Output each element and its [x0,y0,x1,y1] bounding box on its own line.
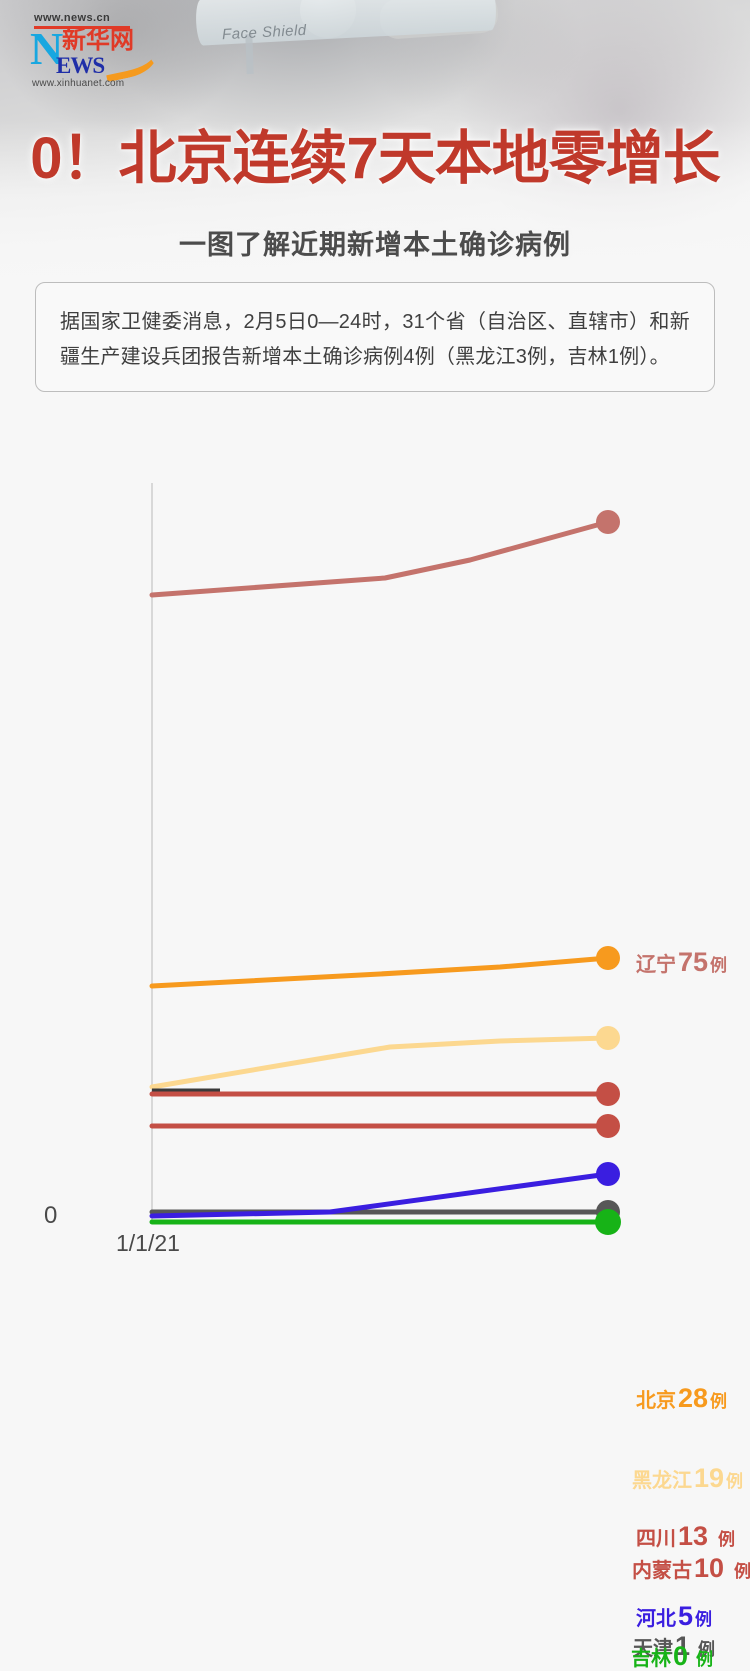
series-endpoint-liaoning [596,510,620,534]
y-axis-zero-label: 0 [44,1202,58,1229]
series-label-liaoning: 辽宁75 例 [636,949,727,976]
page-subtitle: 一图了解近期新增本土确诊病例 [179,230,571,260]
series-line-liaoning [149,519,611,598]
case-trend-line-chart: 辽宁75 例 北京28 例 黑龙江19 例 四川13 例 内蒙古10 例 河北5 例 天津1… [0,440,750,1670]
logo-url-top: www.news.cn [34,12,111,24]
page-title: 0！北京连续7天本地零增长 [30,126,721,191]
series-name-jilin: 吉林 [631,1648,671,1670]
series-unit-jilin: 例 [696,1650,714,1669]
series-name-hebei: 河北 [636,1608,676,1630]
series-value-liaoning: 75 [678,947,709,977]
series-label-heilongjiang: 黑龙江19 例 [632,1465,743,1492]
logo-url-bottom: www.xinhuanet.com [32,78,125,89]
series-unit-hebei: 例 [695,1610,713,1629]
series-value-jilin: 0 [673,1641,689,1671]
series-label-sichuan: 四川13 例 [636,1523,735,1550]
series-value-sichuan: 13 [678,1521,709,1551]
series-endpoint-jilin [595,1209,621,1235]
series-line-hebei [149,1171,611,1219]
series-value-hebei: 5 [678,1601,694,1631]
series-label-beijing: 北京28 例 [636,1385,727,1412]
series-label-jilin: 吉林0 例 [631,1643,713,1670]
series-endpoint-hebei [596,1162,620,1186]
series-unit-sichuan: 例 [718,1530,736,1549]
series-unit-liaoning: 例 [710,956,728,975]
series-label-neimenggu: 内蒙古10 例 [632,1555,750,1582]
series-line-beijing [149,955,611,989]
series-name-sichuan: 四川 [636,1528,676,1550]
series-endpoint-heilongjiang [596,1026,620,1050]
summary-card: 据国家卫健委消息，2月5日0—24时，31个省（自治区、直辖市）和新疆生产建设兵… [35,282,715,392]
hero-fade-overlay [0,120,750,300]
x-axis-start-label: 1/1/21 [116,1230,180,1256]
chart-svg [149,483,621,1235]
series-name-heilongjiang: 黑龙江 [632,1470,692,1492]
xinhuanet-logo[interactable]: www.news.cn N 新华网 EWS www.xinhuanet.com [26,12,160,90]
series-endpoint-neimenggu [596,1114,620,1138]
logo-red-bar [34,26,130,29]
series-value-beijing: 28 [678,1383,709,1413]
series-unit-heilongjiang: 例 [726,1472,744,1491]
series-label-hebei: 河北5 例 [636,1603,712,1630]
series-name-beijing: 北京 [636,1390,676,1412]
logo-letters-ews: EWS [56,53,105,78]
series-endpoint-sichuan [596,1082,620,1106]
logo-letter-n: N [30,23,64,74]
series-unit-neimenggu: 例 [734,1562,750,1581]
series-value-neimenggu: 10 [694,1553,725,1583]
series-name-liaoning: 辽宁 [636,954,676,976]
series-line-heilongjiang [149,1035,611,1090]
logo-chinese-name: 新华网 [62,27,134,54]
series-value-heilongjiang: 19 [694,1463,725,1493]
summary-text: 据国家卫健委消息，2月5日0—24时，31个省（自治区、直辖市）和新疆生产建设兵… [60,311,690,368]
series-endpoint-beijing [596,946,620,970]
series-name-neimenggu: 内蒙古 [632,1560,692,1582]
series-unit-beijing: 例 [710,1392,728,1411]
hero-photo-banner: Face Shield [0,0,750,300]
